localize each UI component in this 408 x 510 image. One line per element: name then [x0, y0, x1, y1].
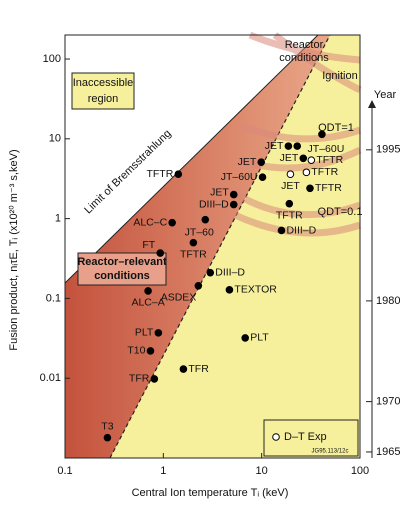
data-point — [258, 173, 267, 182]
annotation: conditions — [279, 52, 329, 64]
inaccessible-box — [71, 72, 135, 110]
point-label: PLT — [135, 327, 154, 339]
x-tick-label: 10 — [256, 465, 268, 477]
data-point — [179, 365, 188, 373]
ignition-curves — [228, 31, 362, 237]
y2-arrow — [368, 100, 376, 108]
y2-axis-label: Year — [374, 89, 397, 101]
x-tick-label: 1 — [160, 465, 166, 477]
data-point — [156, 249, 165, 257]
data-point — [302, 168, 311, 177]
data-point — [318, 130, 326, 139]
annotation: QDT=1 — [318, 122, 354, 134]
point-label: DIII–D — [199, 198, 229, 210]
point-label: ASDEX — [161, 292, 197, 304]
reactor-relevant-area — [65, 35, 330, 458]
annotation: Reactor–relevant — [77, 256, 167, 268]
annotation: QDT=0.1 — [318, 206, 363, 218]
reactor-dashed-line — [109, 34, 331, 459]
point-label: TFTR — [316, 154, 343, 166]
data-point — [286, 170, 295, 179]
y2-tick-label: 1965 — [376, 446, 400, 458]
data-point — [168, 218, 176, 227]
point-label: TFTR — [315, 182, 342, 194]
data-point — [146, 347, 155, 355]
point-label: T10 — [127, 345, 145, 357]
plot-frame — [64, 34, 361, 459]
y-tick-label: 0.01 — [40, 372, 61, 384]
data-point — [299, 154, 308, 163]
y-tick-label: 0.1 — [46, 292, 61, 304]
data-point — [241, 334, 249, 342]
y-tick-label: 100 — [43, 53, 61, 65]
point-label: JET — [280, 152, 299, 164]
x-tick-label: 100 — [351, 465, 369, 477]
data-point — [306, 184, 314, 193]
point-label: TFTR — [276, 209, 303, 221]
data-point — [174, 170, 183, 179]
point-label: JT–60 — [185, 226, 214, 238]
annotation: Reactor — [285, 39, 324, 51]
point-label: TFTR — [311, 166, 338, 178]
data-point — [229, 200, 238, 209]
point-label: TEXTOR — [234, 284, 277, 296]
point-label: DIII–D — [286, 224, 316, 236]
data-point — [284, 142, 293, 150]
data-point — [201, 215, 210, 224]
bremsstrahlung-line — [64, 34, 319, 284]
data-point — [293, 142, 302, 150]
y2-tick-label: 1970 — [376, 396, 400, 408]
data-point — [225, 286, 234, 294]
y2-tick-label: 1995 — [376, 144, 400, 156]
point-label: JET — [281, 180, 300, 192]
point-label: JET — [238, 156, 257, 168]
point-label: ALC–C — [133, 216, 167, 228]
data-point — [189, 238, 198, 247]
x-tick-label: 0.1 — [57, 465, 72, 477]
point-label: T3 — [101, 420, 113, 432]
legend — [263, 419, 359, 457]
annotation: Inaccessible — [73, 77, 134, 89]
data-point — [206, 268, 215, 277]
y-tick-label: 1 — [55, 213, 61, 225]
point-label: TFR — [129, 373, 150, 385]
data-point — [257, 158, 266, 166]
data-point — [154, 329, 163, 337]
point-label: TFTR — [180, 248, 207, 260]
reactor-relevant-box — [77, 252, 167, 286]
point-label: FT — [142, 239, 155, 251]
data-point — [285, 199, 294, 208]
data-point — [307, 156, 316, 164]
data-point — [194, 281, 203, 290]
point-label: JET — [265, 140, 284, 152]
annotation: Ignition — [322, 70, 357, 82]
data-point — [277, 226, 286, 235]
annotation: conditions — [94, 270, 150, 282]
point-label: JET — [210, 186, 229, 198]
annotation: region — [88, 93, 119, 105]
x-axis-label: Central Ion temperature Tᵢ (keV) — [132, 487, 289, 499]
point-label: TFTR — [146, 168, 173, 180]
point-label: PLT — [250, 332, 269, 344]
legend-marker — [272, 433, 280, 441]
data-point — [229, 190, 238, 199]
y-tick-label: 10 — [49, 133, 61, 145]
y-axis-label: Fusion product, nᵢτE, Tᵢ (x10²⁰ m⁻³ s,ke… — [8, 149, 20, 350]
data-point — [103, 433, 112, 442]
point-label: ALC–A — [131, 297, 164, 309]
data-point — [150, 375, 159, 383]
legend-label: D–T Exp — [284, 431, 327, 443]
point-label: TFR — [188, 363, 209, 375]
data-point — [144, 287, 152, 295]
point-label: DIII–D — [215, 266, 245, 278]
point-label: JT–60U — [308, 143, 345, 155]
point-label: JT–60U — [221, 171, 258, 183]
reference: JG95.113/12c — [312, 449, 349, 455]
y2-tick-label: 1980 — [376, 295, 400, 307]
